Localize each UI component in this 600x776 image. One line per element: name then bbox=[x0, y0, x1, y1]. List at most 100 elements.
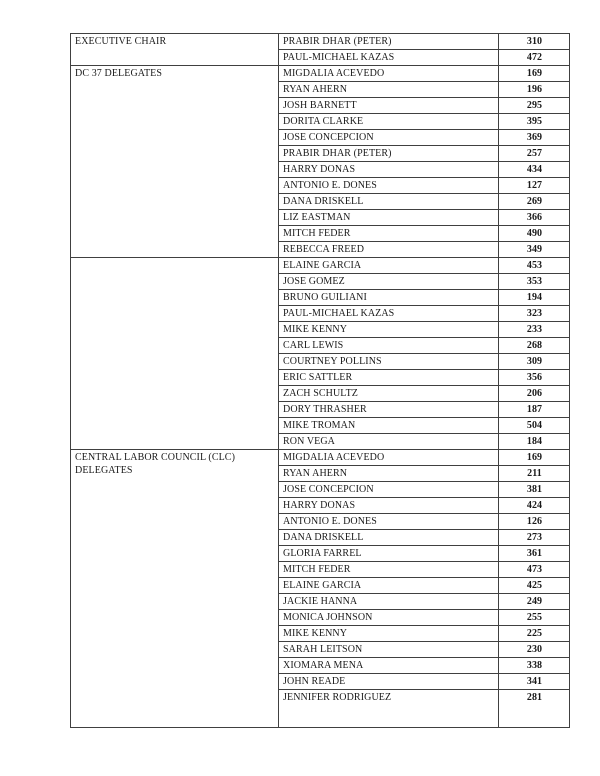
table-row: JENNIFER RODRIGUEZ 281 bbox=[71, 689, 570, 728]
candidate-name: DANA DRISKELL bbox=[278, 193, 499, 210]
candidate-name: PRABIR DHAR (PETER) bbox=[278, 33, 499, 50]
vote-count: 255 bbox=[498, 609, 570, 626]
vote-count: 434 bbox=[498, 161, 570, 178]
candidate-name: MITCH FEDER bbox=[278, 225, 499, 242]
table-row: DORITA CLARKE 395 bbox=[71, 113, 570, 130]
vote-count: 366 bbox=[498, 209, 570, 226]
section-label: DC 37 DELEGATES bbox=[70, 65, 279, 258]
candidate-name: MITCH FEDER bbox=[278, 561, 499, 578]
table-row: MIKE KENNY 233 bbox=[71, 321, 570, 338]
vote-count: 490 bbox=[498, 225, 570, 242]
table-row: COURTNEY POLLINS 309 bbox=[71, 353, 570, 370]
table-row: REBECCA FREED 349 bbox=[71, 241, 570, 258]
candidate-name: COURTNEY POLLINS bbox=[278, 353, 499, 370]
table-row: RYAN AHERN 196 bbox=[71, 81, 570, 98]
candidate-name: HARRY DONAS bbox=[278, 497, 499, 514]
vote-count: 295 bbox=[498, 97, 570, 114]
candidate-name: LIZ EASTMAN bbox=[278, 209, 499, 226]
vote-count: 310 bbox=[498, 33, 570, 50]
candidate-name: ZACH SCHULTZ bbox=[278, 385, 499, 402]
vote-count: 194 bbox=[498, 289, 570, 306]
table-row: PAUL-MICHAEL KAZAS 323 bbox=[71, 305, 570, 322]
vote-count: 453 bbox=[498, 257, 570, 274]
table-row: ERIC SATTLER 356 bbox=[71, 369, 570, 386]
table-row: ELAINE GARCIA 453 bbox=[70, 257, 570, 450]
candidate-name: ANTONIO E. DONES bbox=[278, 177, 499, 194]
vote-count: 472 bbox=[498, 49, 570, 66]
vote-count: 309 bbox=[498, 353, 570, 370]
vote-count: 361 bbox=[498, 545, 570, 562]
candidate-name: JOHN READE bbox=[278, 673, 499, 690]
candidate-name: JOSE CONCEPCION bbox=[278, 129, 499, 146]
vote-count: 395 bbox=[498, 113, 570, 130]
table-row: EXECUTIVE CHAIR PRABIR DHAR (PETER) 310 bbox=[70, 33, 570, 66]
vote-count: 381 bbox=[498, 481, 570, 498]
candidate-name: JOSH BARNETT bbox=[278, 97, 499, 114]
table-row: DC 37 DELEGATES MIGDALIA ACEVEDO 169 bbox=[70, 65, 570, 258]
vote-count: 225 bbox=[498, 625, 570, 642]
candidate-name: MIGDALIA ACEVEDO bbox=[278, 65, 499, 82]
vote-count: 473 bbox=[498, 561, 570, 578]
vote-count: 249 bbox=[498, 593, 570, 610]
candidate-name: RYAN AHERN bbox=[278, 81, 499, 98]
vote-count: 126 bbox=[498, 513, 570, 530]
candidate-name: DANA DRISKELL bbox=[278, 529, 499, 546]
candidate-name: ANTONIO E. DONES bbox=[278, 513, 499, 530]
candidate-name: RON VEGA bbox=[278, 433, 499, 450]
vote-count: 169 bbox=[498, 65, 570, 82]
table-row: ELAINE GARCIA 425 bbox=[71, 577, 570, 594]
table-row: PRABIR DHAR (PETER) 257 bbox=[71, 145, 570, 162]
candidate-name: BRUNO GUILIANI bbox=[278, 289, 499, 306]
vote-count: 356 bbox=[498, 369, 570, 386]
vote-count: 269 bbox=[498, 193, 570, 210]
table-row: RON VEGA 184 bbox=[71, 433, 570, 450]
candidate-name: HARRY DONAS bbox=[278, 161, 499, 178]
candidate-name: REBECCA FREED bbox=[278, 241, 499, 258]
candidate-name: RYAN AHERN bbox=[278, 465, 499, 482]
vote-count: 127 bbox=[498, 177, 570, 194]
vote-count: 349 bbox=[498, 241, 570, 258]
vote-count: 211 bbox=[498, 465, 570, 482]
table-row: MITCH FEDER 490 bbox=[71, 225, 570, 242]
vote-count: 233 bbox=[498, 321, 570, 338]
candidate-name: MIKE KENNY bbox=[278, 625, 499, 642]
results-table-body: EXECUTIVE CHAIR PRABIR DHAR (PETER) 310 PAU… bbox=[70, 33, 570, 728]
vote-count: 353 bbox=[498, 273, 570, 290]
candidate-name: DORITA CLARKE bbox=[278, 113, 499, 130]
candidate-name: MONICA JOHNSON bbox=[278, 609, 499, 626]
candidate-name: PAUL-MICHAEL KAZAS bbox=[278, 305, 499, 322]
vote-count: 230 bbox=[498, 641, 570, 658]
table-row: DANA DRISKELL 273 bbox=[71, 529, 570, 546]
vote-count: 369 bbox=[498, 129, 570, 146]
table-row: ZACH SCHULTZ 206 bbox=[71, 385, 570, 402]
vote-count: 196 bbox=[498, 81, 570, 98]
table-row: JACKIE HANNA 249 bbox=[71, 593, 570, 610]
candidate-name: JACKIE HANNA bbox=[278, 593, 499, 610]
table-row: DORY THRASHER 187 bbox=[71, 401, 570, 418]
section-label: EXECUTIVE CHAIR bbox=[70, 33, 279, 66]
vote-count: 169 bbox=[498, 449, 570, 466]
section-label bbox=[70, 257, 279, 450]
vote-count: 341 bbox=[498, 673, 570, 690]
candidate-name: MIGDALIA ACEVEDO bbox=[278, 449, 499, 466]
candidate-name: GLORIA FARREL bbox=[278, 545, 499, 562]
candidate-name: DORY THRASHER bbox=[278, 401, 499, 418]
candidate-name: JOSE CONCEPCION bbox=[278, 481, 499, 498]
vote-count: 281 bbox=[498, 689, 570, 728]
election-results-table: EXECUTIVE CHAIR PRABIR DHAR (PETER) 310 PAU… bbox=[70, 33, 570, 728]
vote-count: 187 bbox=[498, 401, 570, 418]
candidate-name: MIKE KENNY bbox=[278, 321, 499, 338]
vote-count: 257 bbox=[498, 145, 570, 162]
vote-count: 273 bbox=[498, 529, 570, 546]
table-row: CARL LEWIS 268 bbox=[71, 337, 570, 354]
vote-count: 338 bbox=[498, 657, 570, 674]
vote-count: 425 bbox=[498, 577, 570, 594]
section-label: CENTRAL LABOR COUNCIL (CLC) DELEGATES bbox=[70, 449, 279, 728]
candidate-name: ELAINE GARCIA bbox=[278, 257, 499, 274]
table-row: DANA DRISKELL 269 bbox=[71, 193, 570, 210]
table-row: CENTRAL LABOR COUNCIL (CLC) DELEGATES MIG… bbox=[70, 449, 570, 728]
candidate-name: JENNIFER RODRIGUEZ bbox=[278, 689, 499, 728]
candidate-name: SARAH LEITSON bbox=[278, 641, 499, 658]
candidate-name: ELAINE GARCIA bbox=[278, 577, 499, 594]
